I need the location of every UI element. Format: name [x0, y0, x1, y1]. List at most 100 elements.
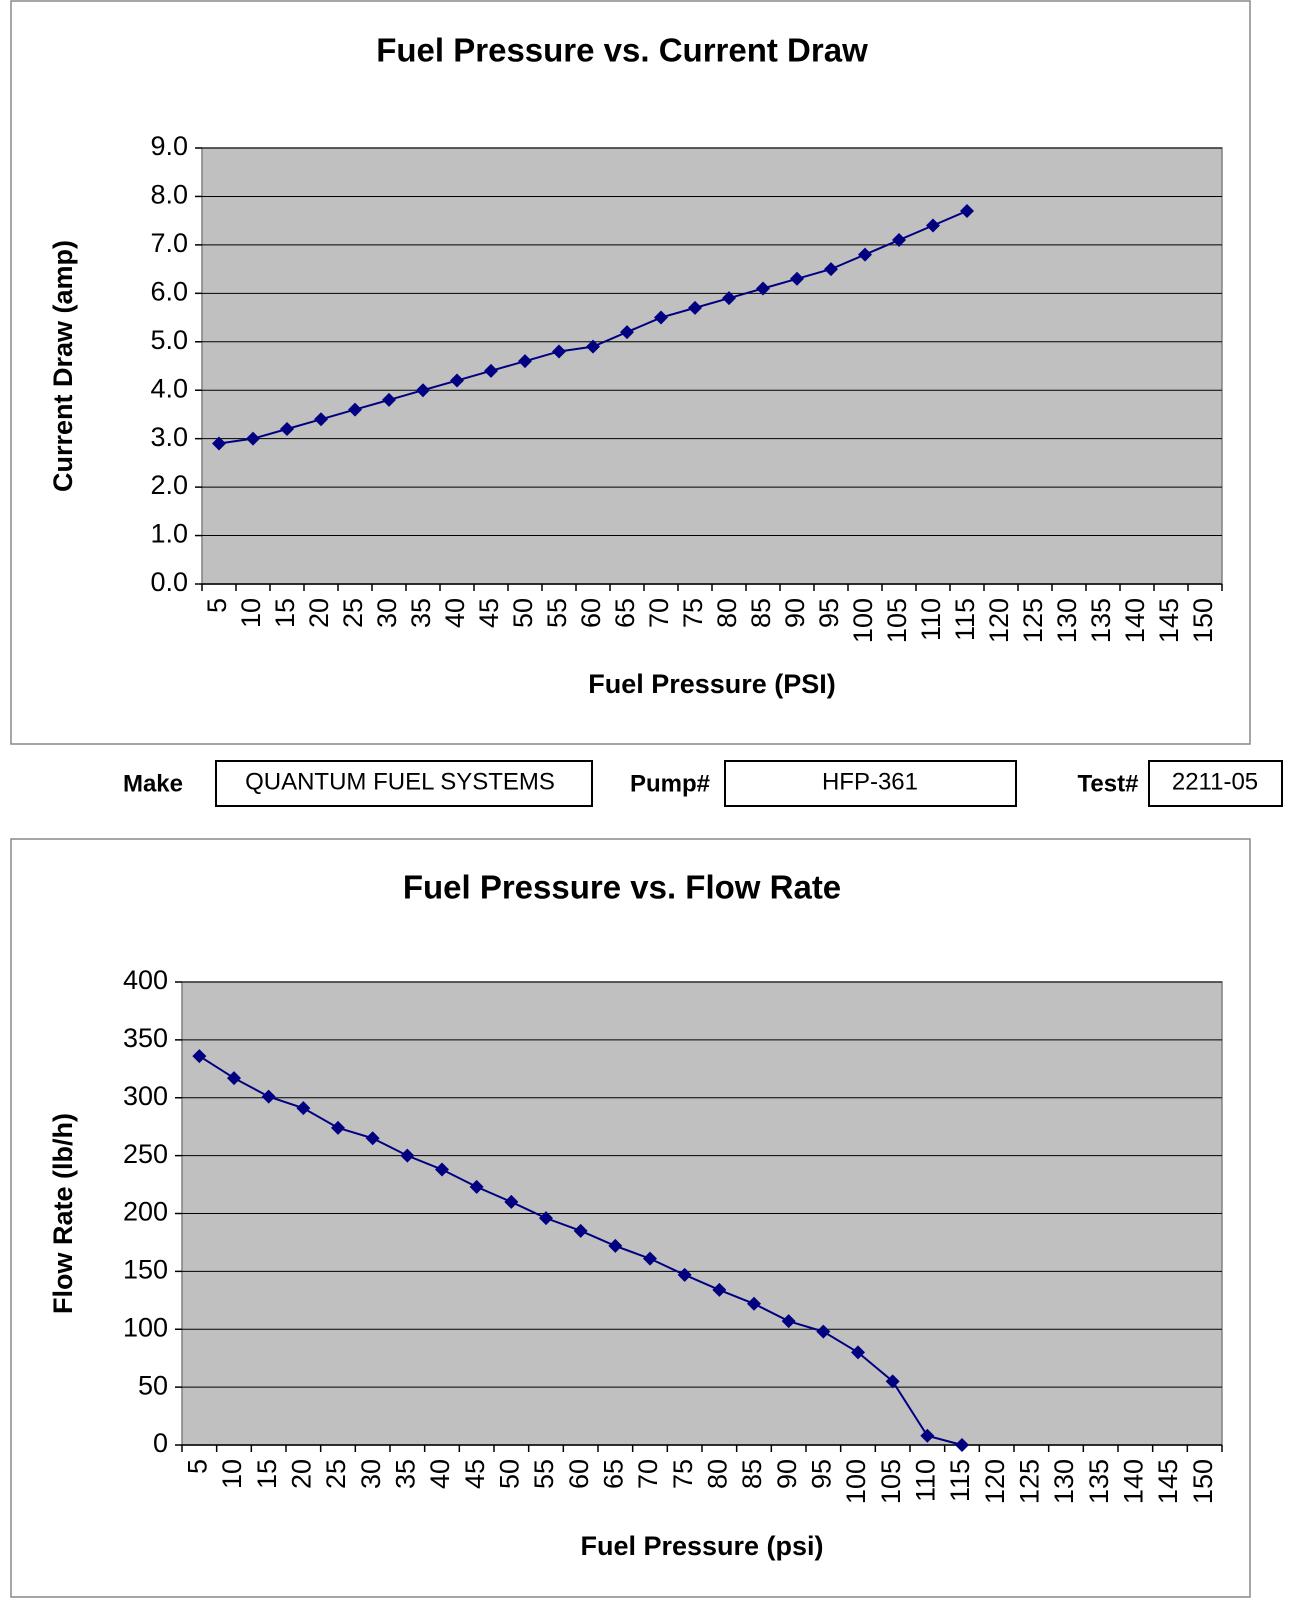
x-tick-label: 50	[494, 1459, 524, 1489]
data-point	[246, 431, 260, 446]
pump-label: Pump#	[630, 770, 710, 797]
x-tick-label: 115	[950, 598, 980, 641]
x-tick-label: 45	[460, 1459, 490, 1489]
data-point	[365, 1131, 380, 1146]
data-point	[469, 1179, 484, 1194]
pump-field	[724, 760, 1017, 807]
data-point	[816, 1324, 831, 1339]
data-point	[573, 1223, 588, 1238]
data-point	[960, 203, 974, 218]
y-tick-label: 0.0	[150, 567, 188, 597]
test-field	[1148, 760, 1283, 807]
make-value: QUANTUM FUEL SYSTEMS	[245, 768, 555, 795]
y-tick-label: 2.0	[150, 470, 188, 500]
x-tick-label: 110	[916, 598, 946, 641]
y-tick-label: 4.0	[150, 373, 188, 403]
x-tick-label: 65	[610, 598, 640, 628]
x-tick-label: 20	[286, 1459, 316, 1489]
data-point	[552, 344, 566, 359]
x-tick-label: 15	[270, 598, 300, 628]
chart-title: Fuel Pressure vs. Flow Rate	[403, 869, 841, 906]
y-tick-label: 3.0	[150, 422, 188, 452]
data-point	[643, 1251, 657, 1266]
x-tick-label: 100	[848, 598, 878, 643]
x-tick-label: 55	[542, 598, 572, 628]
data-point	[824, 262, 838, 277]
x-tick-label: 65	[598, 1459, 628, 1489]
y-tick-label: 350	[123, 1023, 168, 1053]
x-tick-label: 105	[876, 1459, 906, 1504]
x-tick-label: 85	[737, 1459, 767, 1489]
x-tick-label: 95	[814, 598, 844, 628]
y-tick-label: 6.0	[150, 276, 188, 306]
x-tick-label: 45	[474, 598, 504, 628]
y-tick-label: 50	[138, 1370, 168, 1400]
data-point	[484, 363, 498, 378]
x-axis-title: Fuel Pressure (PSI)	[588, 669, 836, 699]
data-point	[851, 1345, 865, 1360]
data-point	[416, 383, 430, 398]
y-tick-label: 250	[123, 1139, 168, 1169]
x-tick-label: 25	[321, 1459, 351, 1489]
data-point	[518, 354, 532, 369]
y-tick-label: 1.0	[150, 519, 188, 549]
data-point	[712, 1282, 727, 1297]
data-point	[435, 1162, 449, 1177]
y-tick-label: 300	[123, 1081, 168, 1111]
x-axis-title: Fuel Pressure (psi)	[580, 1531, 823, 1561]
x-tick-label: 60	[564, 1459, 594, 1489]
y-axis-title: Current Draw (amp)	[48, 240, 78, 492]
x-tick-label: 35	[390, 1459, 420, 1489]
x-tick-label: 140	[1118, 1459, 1148, 1504]
x-tick-label: 150	[1188, 598, 1218, 643]
data-point	[885, 1374, 900, 1389]
x-tick-label: 110	[910, 1459, 940, 1502]
x-tick-label: 85	[746, 598, 776, 628]
y-axis-title: Flow Rate (lb/h)	[48, 1113, 78, 1314]
x-tick-label: 40	[440, 598, 470, 628]
make-field	[215, 760, 593, 807]
data-point	[450, 373, 464, 388]
x-tick-label: 70	[644, 598, 674, 628]
data-point	[756, 281, 770, 296]
x-tick-label: 20	[304, 598, 334, 628]
x-tick-label: 60	[576, 598, 606, 628]
y-tick-label: 0	[153, 1428, 168, 1458]
x-tick-label: 80	[712, 598, 742, 628]
data-point	[892, 233, 906, 248]
x-tick-label: 105	[882, 598, 912, 643]
test-label: Test#	[1078, 770, 1139, 797]
y-tick-label: 150	[123, 1255, 168, 1285]
x-tick-label: 5	[202, 598, 232, 613]
x-tick-label: 40	[425, 1459, 455, 1489]
x-tick-label: 150	[1188, 1459, 1218, 1504]
x-tick-label: 90	[772, 1459, 802, 1489]
data-point	[608, 1238, 623, 1253]
x-tick-label: 30	[372, 598, 402, 628]
x-tick-label: 70	[633, 1459, 663, 1489]
y-tick-label: 5.0	[150, 325, 188, 355]
y-tick-label: 7.0	[150, 228, 188, 258]
data-point	[654, 310, 668, 325]
x-tick-label: 30	[356, 1459, 386, 1489]
x-tick-label: 100	[841, 1459, 871, 1504]
data-point	[858, 247, 872, 262]
x-tick-label: 135	[1084, 1459, 1114, 1504]
data-point	[296, 1101, 311, 1116]
x-tick-label: 75	[678, 598, 708, 628]
pump-value: HFP-361	[822, 768, 918, 795]
x-tick-label: 120	[984, 598, 1014, 643]
make-label: Make	[123, 770, 183, 797]
data-point	[620, 325, 634, 340]
data-point	[227, 1071, 241, 1086]
x-tick-label: 130	[1049, 1459, 1079, 1504]
x-tick-label: 5	[182, 1459, 212, 1474]
data-point	[382, 392, 396, 407]
plot-area	[201, 147, 1223, 585]
x-tick-label: 95	[806, 1459, 836, 1489]
test-value: 2211-05	[1172, 768, 1258, 795]
data-point	[192, 1049, 207, 1064]
data-point	[688, 300, 702, 315]
x-tick-label: 145	[1154, 598, 1184, 643]
